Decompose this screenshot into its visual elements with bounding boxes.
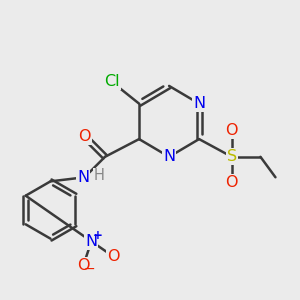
Text: Cl: Cl <box>104 74 120 89</box>
Text: −: − <box>83 262 95 276</box>
Text: O: O <box>226 175 238 190</box>
Text: O: O <box>77 258 89 273</box>
Text: O: O <box>226 123 238 138</box>
Text: S: S <box>227 149 237 164</box>
Text: O: O <box>107 249 119 264</box>
Text: O: O <box>78 129 91 144</box>
Text: N: N <box>163 149 175 164</box>
Text: N: N <box>193 96 205 111</box>
Text: N: N <box>77 170 89 185</box>
Text: +: + <box>92 229 102 242</box>
Text: N: N <box>85 234 98 249</box>
Text: H: H <box>94 168 105 183</box>
